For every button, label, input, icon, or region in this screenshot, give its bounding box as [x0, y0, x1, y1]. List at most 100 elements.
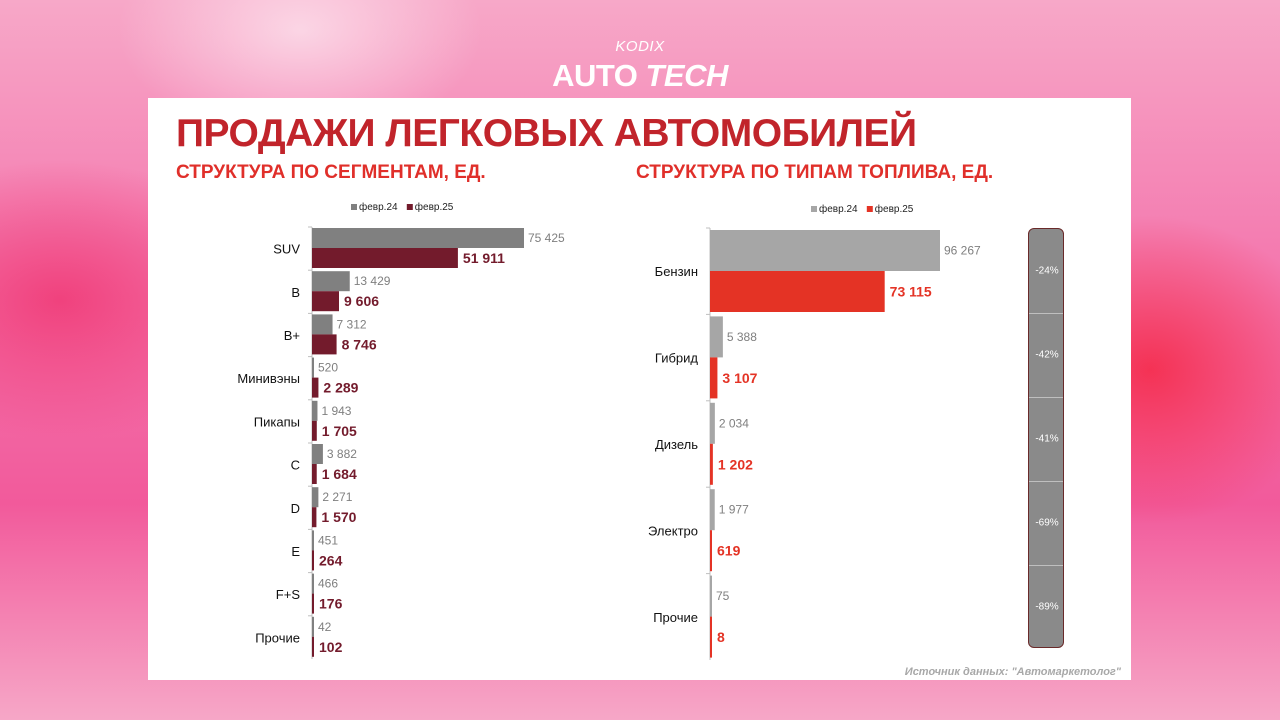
bar-feb25: [710, 357, 718, 399]
category-label: Пикапы: [254, 414, 300, 429]
data-label-feb25: 9 606: [344, 293, 379, 309]
chart-card: ПРОДАЖИ ЛЕГКОВЫХ АВТОМОБИЛЕЙ СТРУКТУРА П…: [148, 98, 1131, 680]
bar-feb25: [312, 334, 337, 355]
charts-svg: февр.24 февр.25 SUV 75 425 51 911 B 13 429 9 60…: [237, 201, 981, 660]
category-label: C: [291, 458, 300, 473]
data-label-feb24: 42: [318, 620, 332, 634]
brand-small: KODIX: [615, 38, 665, 55]
bar-feb24: [710, 575, 712, 617]
legend-swatch: [351, 204, 357, 210]
legend-swatch: [406, 204, 413, 210]
source-note: Источник данных: "Автомаркетолог": [904, 666, 1121, 678]
data-label-feb25: 73 115: [890, 284, 932, 300]
category-label: Бензин: [655, 264, 698, 279]
category-label: Прочие: [653, 610, 698, 625]
data-label-feb24: 1 943: [321, 404, 351, 418]
bar-feb25: [312, 248, 458, 268]
data-label-feb25: 619: [717, 543, 741, 559]
data-label-feb24: 2 034: [719, 416, 749, 430]
brand-logo: AUTO TECH: [0, 58, 1280, 94]
brand-word-2: TECH: [645, 58, 729, 93]
change-divider: [1029, 565, 1063, 566]
data-label-feb24: 7 312: [337, 317, 367, 331]
bar-feb24: [312, 530, 314, 551]
data-label-feb24: 3 882: [327, 447, 357, 461]
subtitle-segments: СТРУКТУРА ПО СЕГМЕНТАМ, ЕД.: [176, 162, 486, 183]
bar-feb25: [312, 636, 314, 657]
data-label-feb25: 8 746: [342, 336, 377, 352]
change-label: -69%: [1035, 517, 1059, 529]
bar-feb24: [710, 230, 940, 271]
legend-label: февр.24: [819, 203, 858, 215]
category-label: F+S: [276, 587, 301, 602]
bar-feb25: [710, 616, 712, 658]
bar-feb25: [312, 464, 317, 484]
legend-label: февр.24: [359, 201, 398, 213]
legend-label: февр.25: [415, 201, 454, 213]
bar-feb24: [312, 314, 333, 335]
bar-feb25: [312, 377, 319, 398]
data-label-feb25: 51 911: [463, 250, 505, 266]
bar-feb24: [312, 271, 350, 292]
data-label-feb25: 8: [717, 629, 725, 645]
bar-feb24: [710, 402, 715, 444]
change-label: -42%: [1035, 349, 1059, 361]
data-label-feb25: 1 705: [322, 423, 357, 439]
change-panel: -24% -42% -41% -69% -89%: [1028, 228, 1064, 648]
change-label: -41%: [1035, 433, 1059, 445]
data-label-feb25: 3 107: [722, 370, 757, 386]
category-label: B: [291, 285, 300, 300]
data-label-feb24: 96 267: [944, 244, 981, 258]
legend-swatch: [811, 206, 817, 212]
change-divider: [1029, 481, 1063, 482]
bar-feb24: [312, 444, 323, 464]
bar-feb25: [710, 271, 885, 312]
category-label: Прочие: [255, 630, 300, 645]
data-label-feb24: 451: [318, 533, 338, 547]
category-label: B+: [284, 328, 300, 343]
bar-feb25: [312, 420, 317, 441]
data-label-feb25: 1 570: [321, 509, 356, 525]
bar-feb25: [312, 550, 314, 571]
category-label: SUV: [273, 242, 300, 257]
change-divider: [1029, 397, 1063, 398]
category-label: Гибрид: [655, 351, 699, 366]
bar-feb25: [312, 507, 317, 528]
bar-feb24: [312, 616, 314, 637]
bar-feb24: [710, 489, 715, 531]
data-label-feb24: 75: [716, 589, 730, 603]
data-label-feb24: 75 425: [528, 231, 565, 245]
category-label: D: [291, 501, 300, 516]
category-label: E: [291, 544, 300, 559]
data-label-feb25: 1 202: [718, 456, 753, 472]
bar-feb24: [710, 316, 723, 358]
legend-swatch: [866, 206, 873, 212]
change-divider: [1029, 313, 1063, 314]
change-label: -24%: [1035, 265, 1059, 277]
bar-feb24: [312, 357, 314, 378]
bar-feb24: [312, 400, 318, 421]
data-label-feb24: 1 977: [719, 503, 749, 517]
data-label-feb25: 102: [319, 639, 343, 655]
bar-feb25: [710, 443, 713, 485]
category-label: Минивэны: [237, 371, 300, 386]
category-label: Дизель: [655, 437, 698, 452]
bar-feb25: [710, 530, 712, 572]
category-label: Электро: [648, 523, 698, 538]
data-label-feb25: 1 684: [322, 466, 357, 482]
bar-feb24: [312, 487, 319, 508]
bar-feb25: [312, 593, 314, 614]
subtitle-fuel: СТРУКТУРА ПО ТИПАМ ТОПЛИВА, ЕД.: [636, 162, 994, 183]
data-label-feb25: 264: [319, 552, 343, 568]
bar-feb24: [312, 228, 524, 248]
data-label-feb25: 2 289: [323, 380, 358, 396]
data-label-feb24: 466: [318, 577, 338, 591]
data-label-feb24: 13 429: [354, 274, 391, 288]
data-label-feb24: 5 388: [727, 330, 757, 344]
brand-word-1: AUTO: [552, 58, 638, 93]
data-label-feb24: 2 271: [322, 490, 352, 504]
page-title: ПРОДАЖИ ЛЕГКОВЫХ АВТОМОБИЛЕЙ: [176, 112, 917, 155]
bar-feb25: [312, 291, 339, 312]
bar-feb24: [312, 573, 314, 594]
change-label: -89%: [1035, 601, 1059, 613]
